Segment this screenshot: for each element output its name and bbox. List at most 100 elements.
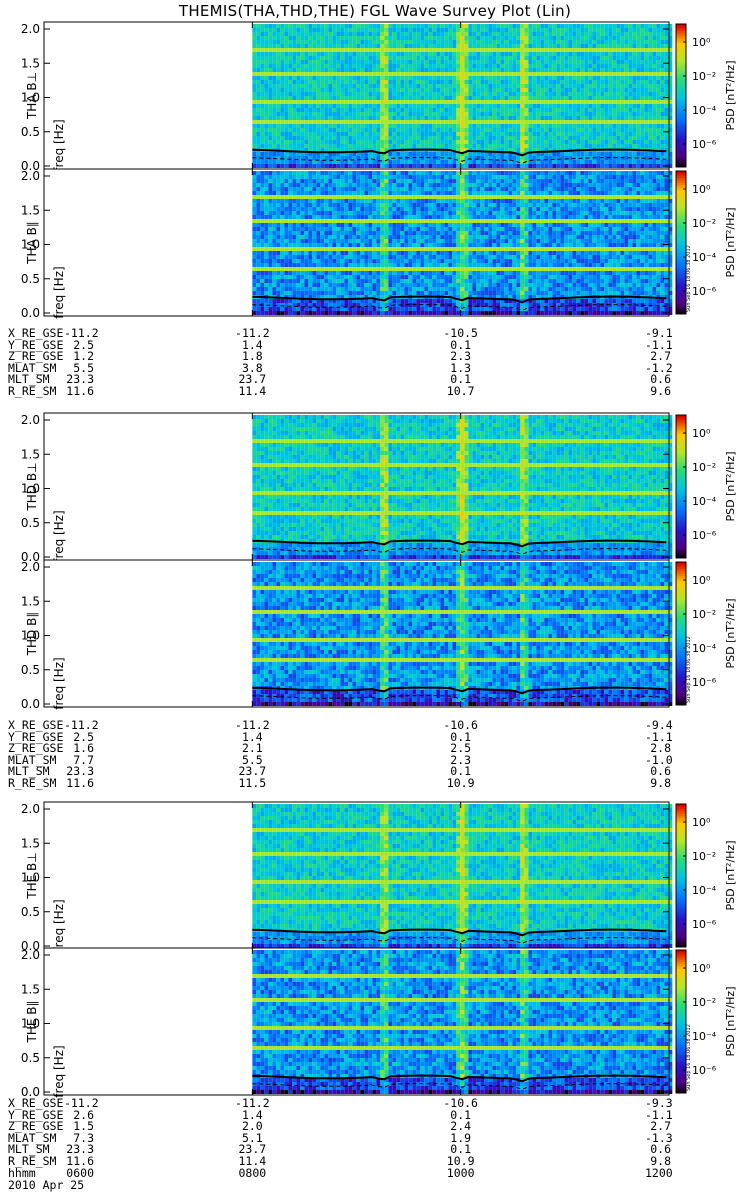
y-tick-label: 1.0 bbox=[21, 629, 40, 643]
ephemeris-value: 1.2 bbox=[64, 351, 94, 363]
colorbar-frame bbox=[675, 170, 687, 315]
ephemeris-value: 23.3 bbox=[64, 374, 94, 386]
y-tick-label: 1.5 bbox=[21, 982, 40, 996]
ephemeris-row: R_RE_SM 11.6 11.4 10.7 9.6 bbox=[8, 385, 708, 398]
colorbar-tick-label: 10⁰ bbox=[692, 36, 711, 49]
y-tick-label: 2.0 bbox=[21, 560, 40, 574]
ephemeris-value: 0.1 bbox=[450, 374, 471, 386]
ephemeris-value: 7.7 bbox=[64, 754, 94, 767]
ephemeris-value: 1000 bbox=[447, 1167, 475, 1180]
ephemeris-table-thd: X_RE_GSE -11.2 -11.2 -10.6 -9.4 Y_RE_GSE 2.5 1.… bbox=[8, 719, 708, 790]
panel-label: THA B∥ bbox=[25, 221, 39, 265]
colorbar-tick-label: 10⁻⁶ bbox=[692, 138, 717, 151]
ephemeris-value: 10.7 bbox=[447, 385, 475, 398]
y-tick-label: 1.5 bbox=[21, 56, 40, 70]
ephemeris-label: MLT_SM bbox=[8, 766, 50, 778]
colorbar-label: PSD [nT²/Hz] bbox=[724, 986, 737, 1056]
ephemeris-value: 1.4 bbox=[242, 731, 263, 744]
spectrogram-cells bbox=[252, 171, 673, 315]
colorbar-tick-label: 10⁻⁶ bbox=[692, 918, 717, 931]
ephemeris-value: 1.9 bbox=[450, 1132, 471, 1145]
ephemeris-value: -1.1 bbox=[645, 339, 673, 352]
colorbar-tick-label: 10⁻⁶ bbox=[692, 285, 717, 298]
ephemeris-value: 1200 bbox=[645, 1167, 673, 1180]
timestamp-stamp: Sun Sep 16 18:06:38 2012 bbox=[686, 245, 692, 312]
ephemeris-value: 2.1 bbox=[242, 743, 263, 755]
ephemeris-value: -9.4 bbox=[645, 719, 673, 732]
ephemeris-label: Y_RE_GSE bbox=[8, 339, 63, 352]
ephemeris-value: -11.2 bbox=[235, 1097, 270, 1110]
colorbar-label: PSD [nT²/Hz] bbox=[724, 60, 737, 130]
ephemeris-value: -9.3 bbox=[645, 1097, 673, 1110]
colorbar-frame bbox=[675, 561, 687, 706]
colorbar-label: PSD [nT²/Hz] bbox=[724, 207, 737, 277]
ephemeris-label: hhmm bbox=[8, 1167, 36, 1180]
y-axis-label: freq [Hz] bbox=[52, 899, 66, 951]
ephemeris-value: 9.8 bbox=[645, 777, 671, 790]
ephemeris-row: MLAT_SM 5.5 3.8 1.3 -1.2 bbox=[8, 362, 708, 375]
ephemeris-value: -10.5 bbox=[443, 327, 478, 340]
ephemeris-row: MLT_SM 23.3 23.7 0.1 0.6 bbox=[8, 374, 708, 386]
ephemeris-value: -11.2 bbox=[64, 719, 99, 732]
y-tick-label: 1.5 bbox=[21, 594, 40, 608]
ephemeris-value: 2.4 bbox=[450, 1121, 471, 1133]
ephemeris-value: -11.2 bbox=[64, 327, 99, 340]
ephemeris-label: Z_RE_GSE bbox=[8, 1121, 63, 1133]
ephemeris-value: -11.2 bbox=[64, 1097, 99, 1110]
panel-label: THD B∥ bbox=[25, 612, 39, 657]
ephemeris-label: Y_RE_GSE bbox=[8, 1109, 63, 1122]
y-tick-label: 0.0 bbox=[21, 550, 40, 564]
date-label: 2010 Apr 25 bbox=[8, 1179, 84, 1192]
ephemeris-value: -10.6 bbox=[443, 1097, 478, 1110]
ephemeris-value: 3.8 bbox=[242, 362, 263, 375]
panel-label: THE B∥ bbox=[25, 1001, 39, 1044]
ephemeris-value: 2.5 bbox=[450, 743, 471, 755]
ephemeris-value: 2.8 bbox=[645, 743, 671, 755]
ephemeris-value: 0.6 bbox=[645, 374, 671, 386]
ephemeris-label: MLAT_SM bbox=[8, 362, 56, 375]
y-tick-label: 1.0 bbox=[21, 482, 40, 496]
ephemeris-value: 2.7 bbox=[645, 1121, 671, 1133]
ephemeris-value: 0800 bbox=[238, 1167, 266, 1180]
colorbar-tick-label: 10⁻⁴ bbox=[692, 884, 717, 897]
ephemeris-value: 1.8 bbox=[242, 351, 263, 363]
ephemeris-table-the: X_RE_GSE -11.2 -11.2 -10.6 -9.3 Y_RE_GSE 2.6 1.… bbox=[8, 1097, 708, 1180]
ephemeris-value: 11.6 bbox=[64, 777, 94, 790]
ephemeris-value: -1.1 bbox=[645, 1109, 673, 1122]
ephemeris-label: Z_RE_GSE bbox=[8, 743, 63, 755]
ephemeris-value: 2.6 bbox=[64, 1109, 94, 1122]
ephemeris-value: 1.4 bbox=[242, 339, 263, 352]
ephemeris-value: 23.7 bbox=[238, 1144, 266, 1156]
y-tick-label: 2.0 bbox=[21, 948, 40, 962]
y-tick-label: 1.0 bbox=[21, 91, 40, 105]
y-tick-label: 2.0 bbox=[21, 22, 40, 36]
ephemeris-value: 23.7 bbox=[238, 766, 266, 778]
ephemeris-value: 5.1 bbox=[242, 1132, 263, 1145]
spectrogram-tha-bpar: 0.0 0.5 1.0 1.5 2.0 THA B∥ freq [Hz] 10⁰ 10⁻² 10⁻… bbox=[21, 168, 737, 320]
colorbar-frame bbox=[675, 803, 687, 948]
ephemeris-row: MLT_SM 23.3 23.7 0.1 0.6 bbox=[8, 1144, 708, 1156]
ephemeris-row: MLAT_SM 7.3 5.1 1.9 -1.3 bbox=[8, 1132, 708, 1145]
ephemeris-label: MLAT_SM bbox=[8, 1132, 56, 1145]
y-tick-label: 0.5 bbox=[21, 1051, 40, 1065]
ephemeris-table-tha: X_RE_GSE -11.2 -11.2 -10.5 -9.1 Y_RE_GSE 2.5 1.… bbox=[8, 327, 708, 398]
ephemeris-value: 0.1 bbox=[450, 1144, 471, 1156]
ephemeris-value: 0.1 bbox=[450, 1109, 471, 1122]
ephemeris-value: -11.2 bbox=[235, 719, 270, 732]
spectrogram-cells bbox=[252, 562, 673, 706]
colorbar-label: PSD [nT²/Hz] bbox=[724, 451, 737, 521]
ephemeris-value: -1.3 bbox=[645, 1132, 673, 1145]
y-tick-label: 1.5 bbox=[21, 203, 40, 217]
colorbar-tick-label: 10⁻⁶ bbox=[692, 529, 717, 542]
spectrogram-cells bbox=[252, 804, 673, 948]
panel-label: THD B⊥ bbox=[25, 462, 39, 511]
ephemeris-value: 23.7 bbox=[238, 374, 266, 386]
ephemeris-row: MLT_SM 23.3 23.7 0.1 0.6 bbox=[8, 766, 708, 778]
ephemeris-value: -10.6 bbox=[443, 719, 478, 732]
y-tick-label: 0.0 bbox=[21, 697, 40, 711]
ephemeris-value: 11.4 bbox=[238, 385, 266, 398]
spectrogram-thd-bpar: 0.0 0.5 1.0 1.5 2.0 THD B∥ freq [Hz] 10⁰ 10⁻² 10⁻… bbox=[21, 559, 737, 711]
colorbar bbox=[676, 562, 686, 706]
y-tick-label: 0.5 bbox=[21, 905, 40, 919]
cyclotron-frequency-line bbox=[252, 295, 667, 304]
